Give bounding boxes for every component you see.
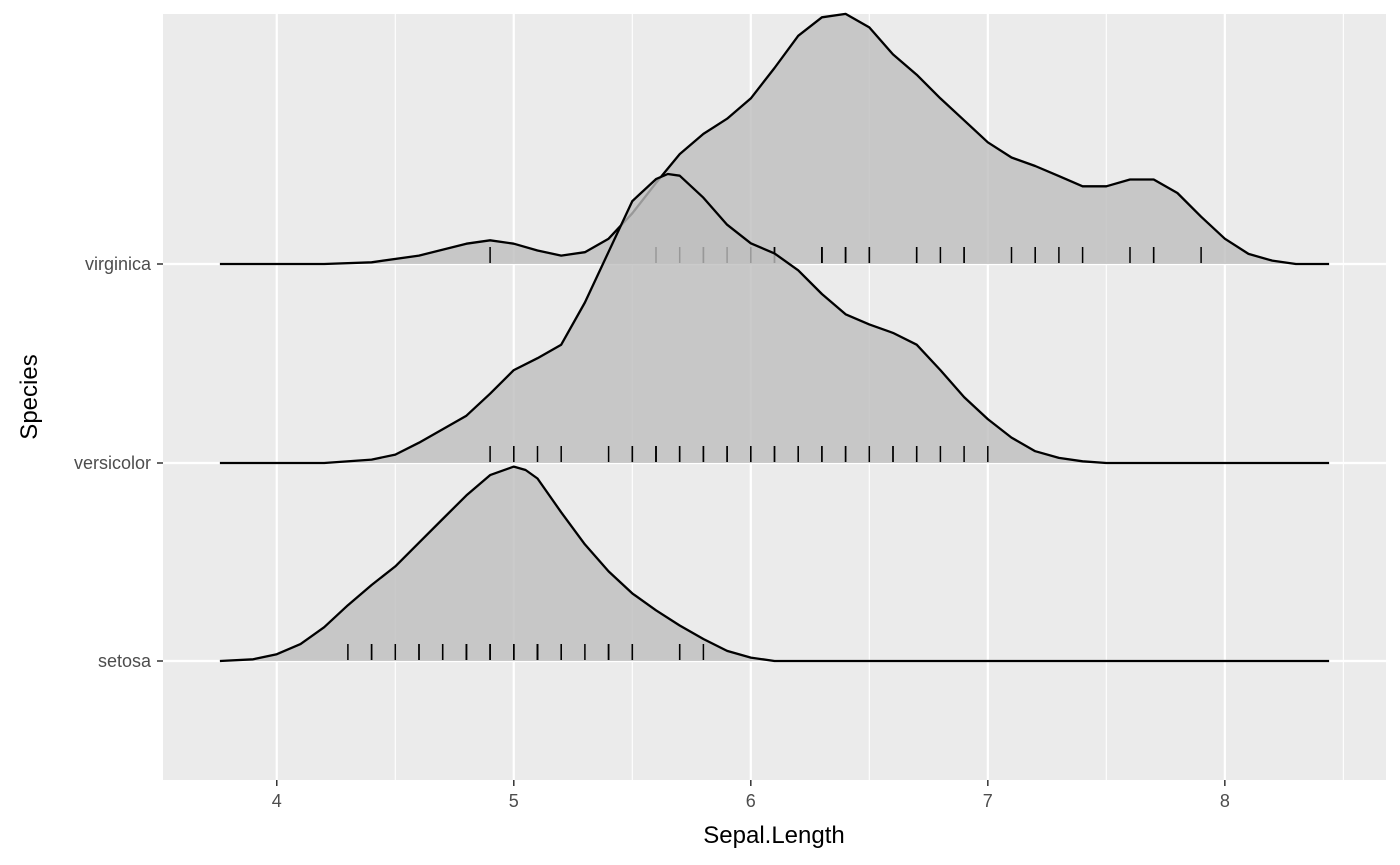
ridge-fill-setosa <box>219 466 1330 661</box>
y-axis: setosa versicolor virginica <box>74 254 163 671</box>
ridge-fill-versicolor <box>219 174 1330 463</box>
ridge-line-versicolor <box>219 172 1330 465</box>
x-axis-title: Sepal.Length <box>703 822 844 849</box>
y-axis-title: Species <box>16 354 43 439</box>
ridge-line-setosa <box>219 465 1330 663</box>
y-tick-label: setosa <box>98 651 152 671</box>
ridge-fill-virginica <box>219 13 1330 265</box>
y-tick-label: virginica <box>85 254 152 274</box>
x-tick-label: 4 <box>272 791 282 811</box>
ridge-setosa <box>219 465 1330 663</box>
x-tick-label: 7 <box>983 791 993 811</box>
x-tick-label: 8 <box>1220 791 1230 811</box>
ridge-versicolor <box>219 172 1330 465</box>
x-tick-label: 5 <box>509 791 519 811</box>
density-ridges <box>219 12 1330 663</box>
x-axis: 4 5 6 7 8 <box>272 780 1230 811</box>
ridge-line-virginica <box>219 12 1330 266</box>
y-tick-label: versicolor <box>74 453 151 473</box>
x-tick-label: 6 <box>746 791 756 811</box>
